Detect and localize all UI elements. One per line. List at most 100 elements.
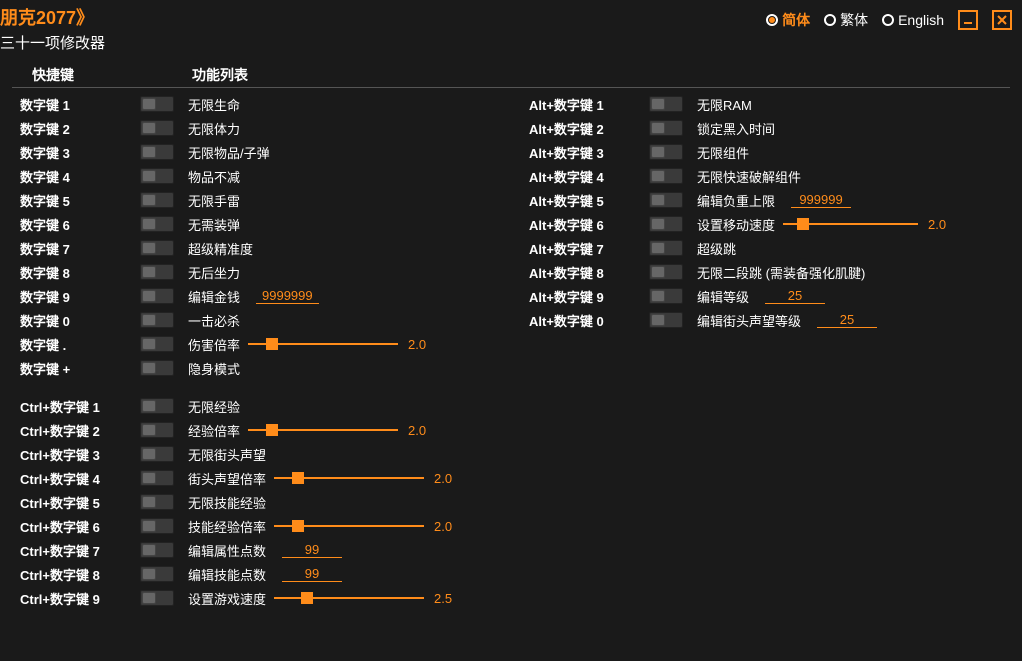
hotkey-label: Alt+数字键 5	[529, 191, 649, 210]
toggle-switch[interactable]	[140, 312, 174, 328]
toggle-switch[interactable]	[140, 518, 174, 534]
edit-value[interactable]: 9999999	[256, 288, 319, 304]
hotkey-label: 数字键 2	[20, 119, 140, 138]
toggle-switch[interactable]	[649, 144, 683, 160]
toggle-switch[interactable]	[140, 542, 174, 558]
toggle-knob	[142, 424, 156, 436]
toggle-switch[interactable]	[649, 288, 683, 304]
hotkey-label: 数字键 1	[20, 95, 140, 114]
function-label: 编辑街头声望等级	[697, 311, 801, 330]
edit-value[interactable]: 99	[282, 566, 342, 582]
column-headers: 快捷键 功能列表	[12, 61, 1010, 88]
function-label: 无限技能经验	[188, 493, 266, 512]
cheat-row: Alt+数字键 4无限快速破解组件	[521, 164, 1010, 188]
hotkey-label: Ctrl+数字键 3	[20, 445, 140, 464]
toggle-switch[interactable]	[649, 192, 683, 208]
language-label: 繁体	[840, 10, 868, 30]
cheat-row: 数字键 2无限体力	[12, 116, 501, 140]
toggle-switch[interactable]	[140, 120, 174, 136]
toggle-switch[interactable]	[140, 494, 174, 510]
language-label: 简体	[782, 10, 810, 30]
toggle-knob	[142, 218, 156, 230]
slider[interactable]: 2.0	[274, 471, 458, 486]
language-option[interactable]: 繁体	[824, 10, 868, 30]
slider-thumb[interactable]	[292, 520, 304, 532]
cheat-row: Alt+数字键 8无限二段跳 (需装备强化肌腱)	[521, 260, 1010, 284]
language-option[interactable]: English	[882, 10, 944, 30]
hotkey-label: Alt+数字键 9	[529, 287, 649, 306]
slider[interactable]: 2.0	[248, 423, 432, 438]
cheat-row: Ctrl+数字键 9设置游戏速度2.5	[12, 586, 501, 610]
toggle-switch[interactable]	[140, 144, 174, 160]
toggle-knob	[142, 338, 156, 350]
toggle-switch[interactable]	[140, 470, 174, 486]
cheat-row: Ctrl+数字键 3无限街头声望	[12, 442, 501, 466]
toggle-knob	[142, 544, 156, 556]
toggle-switch[interactable]	[140, 264, 174, 280]
cheat-row: Alt+数字键 3无限组件	[521, 140, 1010, 164]
toggle-switch[interactable]	[649, 312, 683, 328]
toggle-switch[interactable]	[140, 398, 174, 414]
function-label: 街头声望倍率	[188, 469, 266, 488]
hotkey-label: Ctrl+数字键 2	[20, 421, 140, 440]
toggle-switch[interactable]	[140, 336, 174, 352]
toggle-switch[interactable]	[649, 216, 683, 232]
minimize-button[interactable]	[958, 10, 978, 30]
slider-thumb[interactable]	[301, 592, 313, 604]
hotkey-label: 数字键 9	[20, 287, 140, 306]
toggle-knob	[142, 400, 156, 412]
toggle-switch[interactable]	[140, 216, 174, 232]
slider[interactable]: 2.0	[783, 217, 952, 232]
toggle-knob	[651, 98, 665, 110]
toggle-knob	[142, 568, 156, 580]
toggle-switch[interactable]	[140, 168, 174, 184]
toggle-knob	[651, 170, 665, 182]
cheat-row: 数字键 9编辑金钱9999999	[12, 284, 501, 308]
slider[interactable]: 2.0	[248, 337, 432, 352]
slider[interactable]: 2.5	[274, 591, 458, 606]
toggle-knob	[142, 242, 156, 254]
slider-track	[248, 343, 398, 345]
toggle-knob	[142, 290, 156, 302]
hotkey-label: Alt+数字键 1	[529, 95, 649, 114]
toggle-switch[interactable]	[140, 360, 174, 376]
cheat-row: Alt+数字键 9编辑等级25	[521, 284, 1010, 308]
hotkey-label: 数字键 8	[20, 263, 140, 282]
toggle-switch[interactable]	[140, 240, 174, 256]
cheat-row: Alt+数字键 5编辑负重上限999999	[521, 188, 1010, 212]
edit-value[interactable]: 25	[765, 288, 825, 304]
edit-value[interactable]: 999999	[791, 192, 851, 208]
toggle-switch[interactable]	[140, 422, 174, 438]
toggle-switch[interactable]	[140, 566, 174, 582]
function-label: 无限组件	[697, 143, 749, 162]
toggle-switch[interactable]	[649, 168, 683, 184]
edit-value[interactable]: 99	[282, 542, 342, 558]
hotkey-label: Alt+数字键 2	[529, 119, 649, 138]
toggle-switch[interactable]	[140, 192, 174, 208]
toggle-switch[interactable]	[140, 446, 174, 462]
language-option[interactable]: 简体	[766, 10, 810, 30]
trainer-subtitle: 三十一项修改器	[0, 32, 766, 53]
function-label: 伤害倍率	[188, 335, 240, 354]
toggle-switch[interactable]	[649, 264, 683, 280]
slider-thumb[interactable]	[797, 218, 809, 230]
toggle-switch[interactable]	[140, 288, 174, 304]
toggle-switch[interactable]	[649, 240, 683, 256]
game-title: 朋克2077》	[0, 4, 766, 30]
close-button[interactable]	[992, 10, 1012, 30]
toggle-switch[interactable]	[140, 590, 174, 606]
edit-value[interactable]: 25	[817, 312, 877, 328]
slider[interactable]: 2.0	[274, 519, 458, 534]
toggle-knob	[142, 472, 156, 484]
function-label: 设置移动速度	[697, 215, 775, 234]
hotkey-label: 数字键 3	[20, 143, 140, 162]
toggle-switch[interactable]	[649, 120, 683, 136]
slider-thumb[interactable]	[266, 338, 278, 350]
slider-track	[274, 477, 424, 479]
slider-thumb[interactable]	[292, 472, 304, 484]
toggle-switch[interactable]	[649, 96, 683, 112]
slider-value: 2.0	[928, 217, 952, 232]
toggle-switch[interactable]	[140, 96, 174, 112]
slider-thumb[interactable]	[266, 424, 278, 436]
toggle-knob	[651, 314, 665, 326]
